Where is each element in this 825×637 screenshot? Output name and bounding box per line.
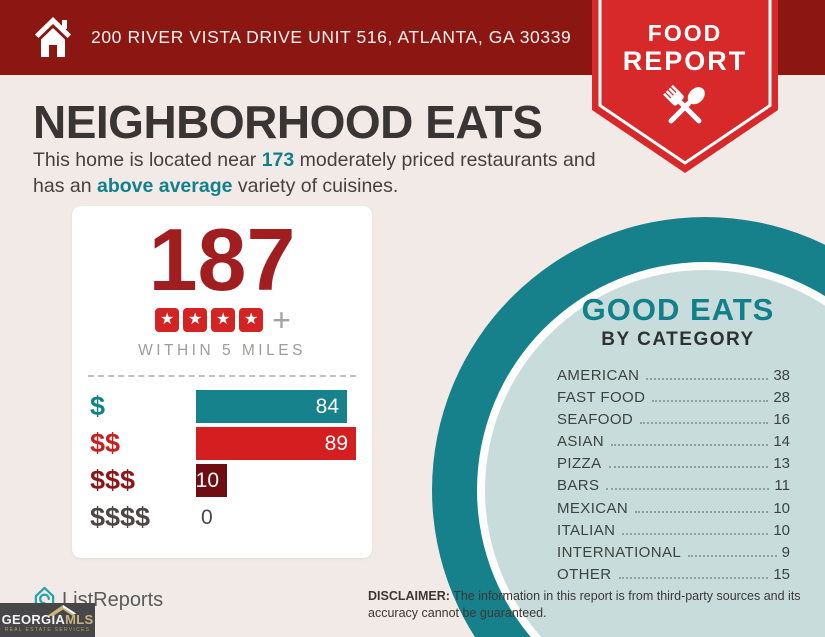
dotted-leader <box>608 466 769 469</box>
star-icon: ★ <box>183 308 208 332</box>
price-tier-value: 10 <box>195 468 219 492</box>
dotted-leader <box>646 378 769 380</box>
price-tier-value: 89 <box>324 431 348 455</box>
radius-label: WITHIN 5 MILES <box>138 342 306 359</box>
category-panel: GOOD EATS BY CATEGORY AMERICAN 38 FAST F… <box>552 292 804 588</box>
price-tier-label: $$ <box>90 428 121 458</box>
price-tier-value: 84 <box>315 394 339 418</box>
page-title: NEIGHBORHOOD EATS <box>33 96 543 148</box>
category-row: PIZZA 13 <box>557 455 790 477</box>
dotted-leader <box>688 554 777 557</box>
intro-pre: This home is located near <box>33 149 262 171</box>
rating-plus: + <box>272 302 291 338</box>
category-label: AMERICAN <box>557 367 640 384</box>
intro-mid: moderately priced restaurants and has an <box>33 149 596 197</box>
price-tier-chart: $ 84 $$ 89 $$$ 10 $$$$ 0 <box>72 388 372 536</box>
star-icon: ★ <box>155 308 180 332</box>
category-label: FAST FOOD <box>557 389 646 407</box>
spoon-fork-icon <box>656 78 714 141</box>
category-panel-title: GOOD EATS <box>581 292 775 327</box>
price-tier-bar: 89 <box>196 427 356 460</box>
price-tier-row: $$$$ 0 <box>72 499 372 536</box>
intro-post: variety of cuisines. <box>232 174 399 197</box>
category-label: OTHER <box>557 565 612 583</box>
total-restaurant-count: 187 <box>148 210 296 309</box>
property-address: 200 RIVER VISTA DRIVE UNIT 516, ATLANTA,… <box>91 27 572 47</box>
category-count: 28 <box>773 389 790 407</box>
dotted-leader <box>611 444 769 447</box>
category-count: 11 <box>774 477 790 495</box>
category-label: ITALIAN <box>557 521 616 539</box>
price-tier-bar: 84 <box>196 390 347 423</box>
price-tier-row: $$ 89 <box>72 425 372 462</box>
dotted-leader <box>618 576 769 579</box>
category-row: ASIAN 14 <box>557 433 790 455</box>
category-row: AMERICAN 38 <box>557 367 790 389</box>
mls-tagline: REAL ESTATE SERVICES <box>4 627 91 633</box>
price-tier-row: $$$ 10 <box>72 462 372 499</box>
summary-card: 187 ★ ★ ★ ★ + WITHIN 5 MILES $ 84 $$ 89 $$$ … <box>72 206 372 558</box>
disclaimer-body: The information in this report is from t… <box>368 589 801 620</box>
dotted-leader <box>622 532 769 535</box>
mls-roof-icon <box>47 603 77 621</box>
category-count: 15 <box>773 565 790 583</box>
category-label: BARS <box>557 477 600 495</box>
category-count: 9 <box>781 543 790 561</box>
category-row: SEAFOOD 16 <box>557 411 790 433</box>
badge-line1: FOOD <box>647 20 723 46</box>
intro-text: This home is located near 173 moderately… <box>33 148 613 199</box>
category-label: PIZZA <box>557 455 602 473</box>
dotted-leader <box>606 488 770 491</box>
category-label: SEAFOOD <box>557 411 634 429</box>
category-count: 38 <box>773 367 790 384</box>
category-panel-subtitle: BY CATEGORY <box>601 329 755 350</box>
dotted-leader <box>652 400 769 403</box>
category-label: INTERNATIONAL <box>557 543 682 561</box>
category-count: 13 <box>773 455 790 473</box>
category-label: ASIAN <box>557 433 605 451</box>
price-tier-row: $ 84 <box>72 388 372 425</box>
badge-line2: REPORT <box>622 46 748 76</box>
category-label: MEXICAN <box>557 499 629 517</box>
category-row: MEXICAN 10 <box>557 500 790 522</box>
price-tier-zero-value: 0 <box>201 505 213 529</box>
star-icon: ★ <box>239 308 264 332</box>
disclaimer-text: DISCLAIMER: The information in this repo… <box>368 588 810 621</box>
category-row: OTHER 15 <box>557 566 790 588</box>
restaurant-count: 173 <box>261 149 295 171</box>
category-count: 14 <box>773 433 790 451</box>
price-tier-bar: 10 <box>196 464 227 497</box>
mls-wordmark: GEORGIAMLS <box>1 612 94 627</box>
price-tier-label: $ <box>90 391 106 421</box>
home-icon <box>33 15 73 61</box>
category-count: 10 <box>773 499 790 517</box>
category-row: ITALIAN 10 <box>557 522 790 544</box>
price-tier-label: $$$$ <box>90 502 151 532</box>
category-row: INTERNATIONAL 9 <box>557 544 790 566</box>
star-rating: ★ ★ ★ ★ + <box>72 302 372 338</box>
dotted-leader <box>640 422 769 425</box>
category-count: 10 <box>773 521 790 539</box>
price-tier-label: $$$ <box>90 465 136 495</box>
star-icon: ★ <box>211 308 236 332</box>
category-list: AMERICAN 38 FAST FOOD 28 SEAFOOD 16 ASIA… <box>552 367 804 588</box>
category-row: FAST FOOD 28 <box>557 389 790 411</box>
dotted-leader <box>635 510 769 513</box>
badge-ribbon-shape <box>592 0 778 173</box>
variety-highlight: above average <box>96 174 233 197</box>
food-report-badge: FOOD REPORT <box>592 0 778 173</box>
dashed-divider <box>88 375 356 377</box>
disclaimer-label: DISCLAIMER: <box>368 589 450 603</box>
category-count: 16 <box>773 411 790 429</box>
georgia-mls-logo: GEORGIAMLS REAL ESTATE SERVICES <box>0 603 95 637</box>
category-row: BARS 11 <box>557 477 790 499</box>
